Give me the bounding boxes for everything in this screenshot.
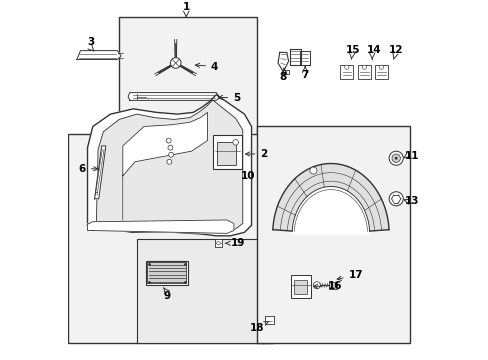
Circle shape [362,65,366,69]
Text: 7: 7 [301,70,308,80]
Bar [119,17,256,163]
Circle shape [166,138,171,143]
Bar [217,141,236,165]
Text: 15: 15 [345,45,360,55]
Bar [145,261,188,285]
Circle shape [167,145,173,150]
Polygon shape [292,186,369,234]
Circle shape [168,152,173,157]
Text: 11: 11 [404,152,419,162]
Polygon shape [122,112,207,220]
Circle shape [394,157,397,159]
Circle shape [388,192,403,206]
Polygon shape [272,163,388,231]
Circle shape [309,167,316,174]
Polygon shape [77,51,121,59]
Bar [340,65,352,79]
Text: 3: 3 [87,37,95,47]
Bar [256,126,409,343]
Bar [147,262,186,283]
Polygon shape [87,95,251,236]
Bar [374,65,387,79]
Polygon shape [278,53,288,72]
Circle shape [313,282,320,289]
Circle shape [166,159,171,164]
Bar [291,275,310,298]
Bar [137,239,267,343]
Bar [294,280,306,294]
Text: 13: 13 [404,195,419,206]
Circle shape [391,154,400,162]
Bar [214,239,222,247]
Text: 16: 16 [313,281,341,291]
Circle shape [170,58,181,68]
Text: 6: 6 [79,164,98,174]
Text: 2: 2 [245,149,267,159]
Polygon shape [87,220,233,233]
Text: 5: 5 [218,93,240,103]
Circle shape [344,65,348,69]
Polygon shape [300,51,309,65]
Polygon shape [290,49,300,65]
Bar [212,135,241,169]
Text: 17: 17 [337,270,363,280]
Text: 12: 12 [388,45,403,55]
Text: 8: 8 [279,72,286,82]
Bar [357,65,370,79]
Polygon shape [96,100,242,232]
Bar [68,134,274,343]
Bar [328,282,336,289]
Circle shape [379,65,383,69]
Text: 4: 4 [195,62,218,72]
Bar [264,316,273,324]
Polygon shape [94,146,105,199]
Text: 1: 1 [183,2,189,12]
Circle shape [388,151,403,165]
Text: 10: 10 [240,171,255,181]
Circle shape [232,140,238,145]
Text: 19: 19 [225,238,245,248]
Polygon shape [128,93,220,100]
Text: 9: 9 [163,291,170,301]
Text: 18: 18 [249,321,268,333]
Text: 14: 14 [366,45,381,55]
Circle shape [216,242,220,245]
